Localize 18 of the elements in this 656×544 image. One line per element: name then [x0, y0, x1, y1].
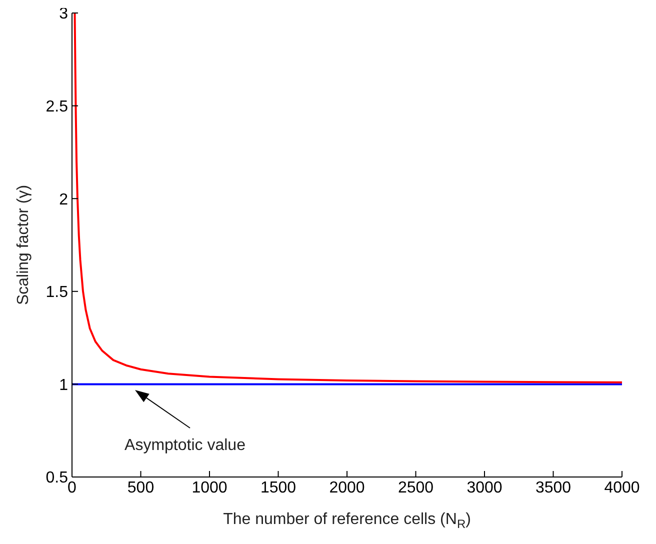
- line-series: [74, 13, 622, 384]
- x-tick-label: 1500: [260, 479, 296, 496]
- y-axis-title: Scaling factor (γ): [15, 184, 32, 306]
- x-tick-label: 500: [127, 479, 154, 496]
- y-tick-label: 2.5: [46, 98, 68, 116]
- y-tick-label: 1: [59, 376, 68, 394]
- y-tick-label: 0.5: [46, 470, 68, 487]
- x-tick-label: 2500: [398, 479, 434, 496]
- x-tick-label: 1000: [192, 479, 228, 496]
- x-tick-label: 3000: [466, 479, 502, 496]
- x-tick-label: 2000: [329, 479, 365, 496]
- annotation: Asymptotic value: [124, 437, 246, 454]
- x-tick-label: 3500: [535, 479, 572, 496]
- x-axis-title: The number of reference cells (N$_{R}$): [223, 511, 471, 531]
- x-tick-label: 4000: [604, 479, 640, 496]
- x-tick-label: 0: [68, 479, 77, 496]
- y-tick-label: 2: [59, 191, 68, 208]
- y-tick-label: 1.5: [46, 284, 68, 302]
